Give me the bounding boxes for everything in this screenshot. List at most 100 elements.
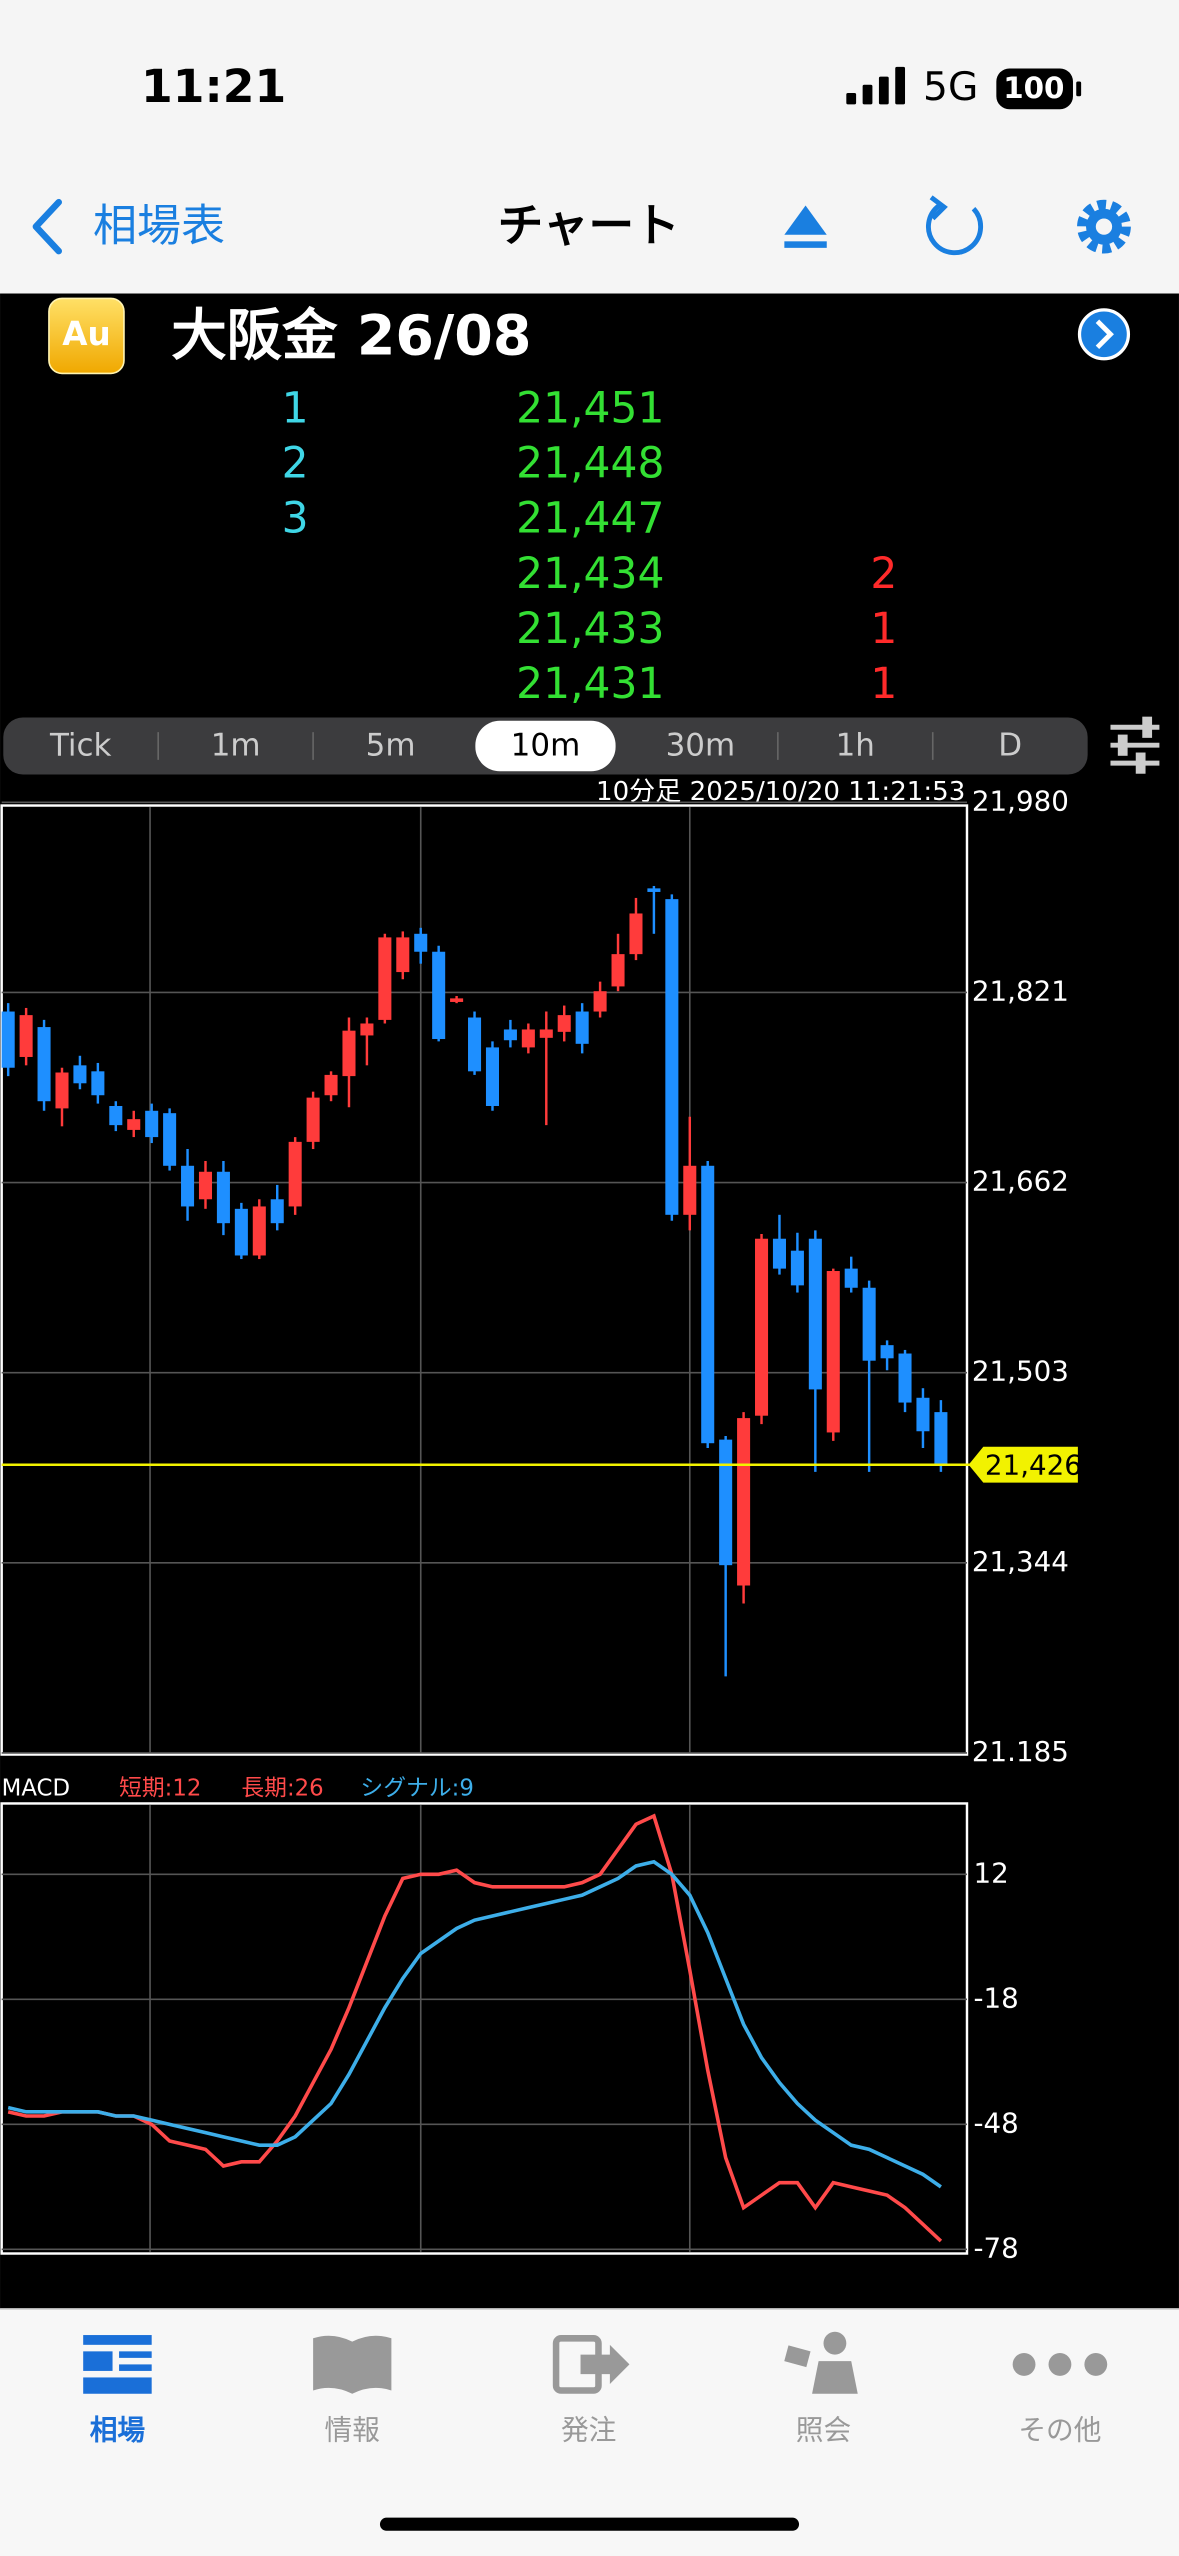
top-bar-bg — [0, 0, 1179, 294]
candle-body — [414, 933, 428, 952]
candle-body — [737, 1418, 751, 1586]
tab-icon-quotes — [83, 2335, 152, 2394]
candle-body — [234, 1208, 248, 1256]
candle-body — [575, 1011, 589, 1044]
candle-body — [898, 1353, 912, 1403]
candle-body — [647, 888, 661, 892]
candle-body — [844, 1268, 858, 1288]
time-grid — [149, 807, 691, 2252]
candle-body — [324, 1074, 338, 1096]
timeframe-option[interactable]: 10m — [511, 727, 581, 763]
y-tick-label: 21,980 — [972, 784, 1069, 817]
timeframe-option[interactable]: 30m — [666, 727, 736, 763]
content-bg — [0, 293, 1179, 2309]
ask-qty: 3 — [282, 494, 309, 543]
timeframe-option[interactable]: D — [998, 727, 1022, 763]
candle-body — [862, 1287, 876, 1361]
candle-body — [432, 951, 446, 1040]
tab-icon-more — [1012, 2352, 1108, 2376]
candle-body — [396, 937, 410, 973]
y-tick-label: 21,662 — [972, 1165, 1069, 1198]
y-tick-label: -78 — [974, 2231, 1019, 2264]
candle-body — [55, 1072, 69, 1109]
candle-body — [934, 1412, 948, 1465]
candle-body — [342, 1030, 356, 1077]
candle-body — [629, 913, 643, 955]
macd-line — [7, 1859, 942, 2189]
macd-signal-label: シグナル:9 — [360, 1775, 473, 1801]
candle-body — [19, 1015, 33, 1057]
candle-body — [593, 991, 607, 1012]
candle-body — [306, 1097, 320, 1142]
candle-body — [826, 1271, 840, 1433]
candle-body — [378, 937, 392, 1020]
bid-qty: 2 — [870, 549, 897, 598]
candle-body — [181, 1165, 195, 1207]
candle-body — [91, 1071, 105, 1096]
ask-qty: 1 — [282, 383, 309, 432]
bid-price: 21,431 — [516, 659, 664, 708]
signal-icon — [846, 66, 906, 105]
candle-body — [755, 1238, 769, 1416]
y-tick-label: -48 — [974, 2106, 1019, 2139]
ask-price: 21,447 — [516, 494, 664, 543]
y-tick-label: -18 — [974, 1981, 1019, 2014]
tab-icon-inquiry — [784, 2331, 858, 2394]
tab-bar-bg — [0, 2308, 1179, 2556]
ask-price: 21,451 — [516, 383, 664, 432]
candle-body — [611, 954, 625, 987]
candle-body — [37, 1027, 51, 1102]
candle-body — [880, 1345, 894, 1359]
timeframe-option[interactable]: 1m — [211, 727, 261, 763]
timeframe-selected — [475, 720, 616, 772]
back-chevron[interactable] — [32, 198, 62, 255]
candle-body — [808, 1238, 822, 1390]
back-button[interactable]: 相場表 — [93, 200, 225, 251]
refresh-button[interactable] — [926, 203, 984, 256]
candle-body — [521, 1029, 535, 1048]
candle-body — [73, 1065, 87, 1084]
candle-body — [198, 1171, 213, 1200]
tab-label[interactable]: 情報 — [325, 2413, 380, 2446]
candle-body — [701, 1165, 715, 1444]
candle-body — [790, 1250, 804, 1286]
bid-price: 21,433 — [516, 604, 664, 653]
network: 5G — [923, 65, 978, 110]
candle-body — [270, 1199, 284, 1224]
bid-price: 21,434 — [516, 549, 664, 598]
candle-body — [557, 1015, 571, 1032]
candle-body — [163, 1113, 177, 1166]
timeframe-option[interactable]: Tick — [49, 727, 112, 763]
bid-qty: 1 — [870, 604, 897, 653]
y-tick-label: 21.185 — [972, 1735, 1069, 1768]
battery-level: 100 — [1003, 71, 1064, 105]
candle-body — [216, 1171, 230, 1224]
candle-body — [288, 1141, 302, 1207]
candle-body — [252, 1206, 266, 1256]
indicator-settings[interactable] — [1110, 716, 1160, 774]
eject-button[interactable] — [784, 205, 827, 248]
symbol-icon-text: Au — [62, 315, 110, 353]
candle-body — [485, 1047, 500, 1106]
candle-body — [683, 1165, 697, 1215]
y-tick-label: 21,503 — [972, 1355, 1069, 1388]
macd-param: 長期:26 — [241, 1775, 323, 1801]
settings-button[interactable] — [1077, 199, 1131, 254]
tab-label[interactable]: 相場 — [90, 2413, 146, 2446]
candle-body — [450, 998, 464, 1002]
tab-icon-info — [313, 2335, 392, 2394]
candle-body — [360, 1023, 374, 1036]
macd-param: 短期:12 — [119, 1775, 201, 1801]
detail-chevron — [1095, 319, 1114, 350]
nav-title: チャート — [498, 199, 680, 252]
timeframe-option[interactable]: 1h — [836, 727, 875, 763]
tab-label[interactable]: その他 — [1018, 2413, 1101, 2446]
timeframe-option[interactable]: 5m — [366, 727, 416, 763]
macd-panel — [0, 1802, 969, 2255]
detail-button[interactable] — [1077, 308, 1131, 361]
tab-label[interactable]: 照会 — [796, 2413, 851, 2446]
tab-label[interactable]: 発注 — [561, 2413, 616, 2446]
symbol-icon — [48, 297, 125, 375]
